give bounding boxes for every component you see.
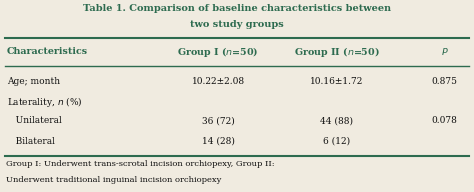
Text: 6 (12): 6 (12) [323, 137, 350, 146]
Text: Table 1. Comparison of baseline characteristics between: Table 1. Comparison of baseline characte… [83, 4, 391, 13]
Text: 0.078: 0.078 [431, 117, 457, 125]
Text: Group I ($n$=50): Group I ($n$=50) [177, 45, 259, 59]
Text: $P$: $P$ [440, 46, 448, 57]
Text: 10.22±2.08: 10.22±2.08 [191, 77, 245, 86]
Text: Bilateral: Bilateral [7, 137, 55, 146]
Text: 14 (28): 14 (28) [201, 137, 235, 146]
Text: Underwent traditional inguinal incision orchiopexy: Underwent traditional inguinal incision … [6, 176, 221, 185]
Text: Characteristics: Characteristics [7, 47, 88, 56]
Text: 44 (88): 44 (88) [320, 117, 353, 125]
Text: Group I: Underwent trans-scrotal incision orchiopexy, Group II:: Group I: Underwent trans-scrotal incisio… [6, 160, 274, 168]
Text: Group II ($n$=50): Group II ($n$=50) [293, 45, 380, 59]
Text: Laterality, $n$ (%): Laterality, $n$ (%) [7, 95, 82, 109]
Text: two study groups: two study groups [190, 21, 284, 29]
Text: 0.875: 0.875 [431, 77, 457, 86]
Text: Age; month: Age; month [7, 77, 60, 86]
Text: Unilateral: Unilateral [7, 117, 62, 125]
Text: 10.16±1.72: 10.16±1.72 [310, 77, 363, 86]
Text: 36 (72): 36 (72) [201, 117, 235, 125]
